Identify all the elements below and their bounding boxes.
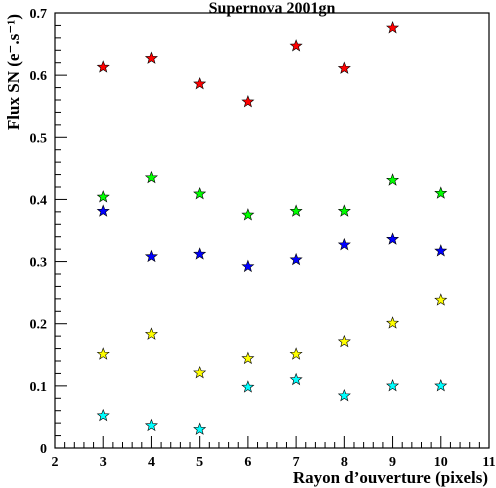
data-point <box>144 327 158 340</box>
y-tick-label: 0.2 <box>30 318 48 333</box>
data-point <box>386 316 400 329</box>
x-tick-label: 5 <box>196 455 203 470</box>
data-point <box>193 76 207 90</box>
axis-ticks <box>54 12 490 449</box>
tick-labels: 2 3 4 5 6 7 8 9 10 11 0 0.1 0.2 0.3 0.4 0.5 0.6 0.7 <box>30 7 496 470</box>
y-axis-label: Flux SN (e⁻.s⁻¹) <box>4 14 23 130</box>
data-point <box>386 232 400 245</box>
plot-area-border <box>54 12 490 449</box>
data-point <box>144 170 158 184</box>
data-point <box>193 247 207 260</box>
y-tick-label: 0.4 <box>30 193 48 208</box>
data-point <box>144 51 158 64</box>
y-tick-label: 0.3 <box>30 256 48 271</box>
data-point <box>289 39 303 52</box>
x-tick-label: 8 <box>341 455 348 470</box>
data-point <box>386 173 400 186</box>
x-tick-label: 10 <box>434 455 448 470</box>
data-point <box>289 347 303 360</box>
data-point <box>144 249 158 263</box>
series-5 <box>96 372 448 435</box>
y-tick-label: 0.6 <box>30 69 48 84</box>
chart-title: Supernova 2001gn <box>209 0 336 17</box>
data-point <box>193 186 207 200</box>
data-point <box>289 204 303 217</box>
data-point <box>434 244 448 257</box>
data-point <box>241 259 255 273</box>
data-point <box>386 379 400 392</box>
x-tick-label: 11 <box>482 455 495 470</box>
data-point <box>96 60 110 73</box>
data-point <box>96 347 110 360</box>
data-point <box>144 418 158 432</box>
data-point <box>337 61 351 74</box>
data-point <box>241 95 255 108</box>
data-point <box>337 334 351 348</box>
plot-frame <box>54 12 490 449</box>
y-tick-label: 0.5 <box>30 131 48 146</box>
x-tick-label: 9 <box>389 455 396 470</box>
data-point <box>434 293 448 306</box>
data-point <box>241 351 255 365</box>
x-tick-label: 3 <box>100 455 107 470</box>
data-point <box>96 408 110 422</box>
data-point <box>337 204 351 217</box>
data-point <box>241 380 255 393</box>
series-4 <box>96 293 448 379</box>
data-point <box>241 208 255 221</box>
y-tick-label: 0.1 <box>30 380 48 395</box>
data-point <box>96 190 110 203</box>
data-point <box>434 379 448 392</box>
data-point <box>96 204 110 217</box>
data-point <box>289 252 303 266</box>
x-tick-label: 7 <box>293 455 300 470</box>
data-point <box>337 237 351 251</box>
data-point <box>193 422 207 435</box>
series-2 <box>96 170 448 221</box>
data-point <box>434 186 448 199</box>
y-tick-label: 0.7 <box>30 7 48 22</box>
data-point <box>337 388 351 402</box>
data-point <box>289 372 303 386</box>
data-point <box>193 365 207 379</box>
x-tick-label: 2 <box>52 455 59 470</box>
x-tick-label: 4 <box>148 455 155 470</box>
data-points <box>96 21 448 435</box>
y-tick-label: 0 <box>40 442 47 457</box>
series-3 <box>96 204 448 273</box>
series-1 <box>96 21 400 108</box>
x-axis-label: Rayon d’ouverture (pixels) <box>293 468 488 487</box>
data-point <box>386 21 400 34</box>
x-tick-label: 6 <box>244 455 251 470</box>
